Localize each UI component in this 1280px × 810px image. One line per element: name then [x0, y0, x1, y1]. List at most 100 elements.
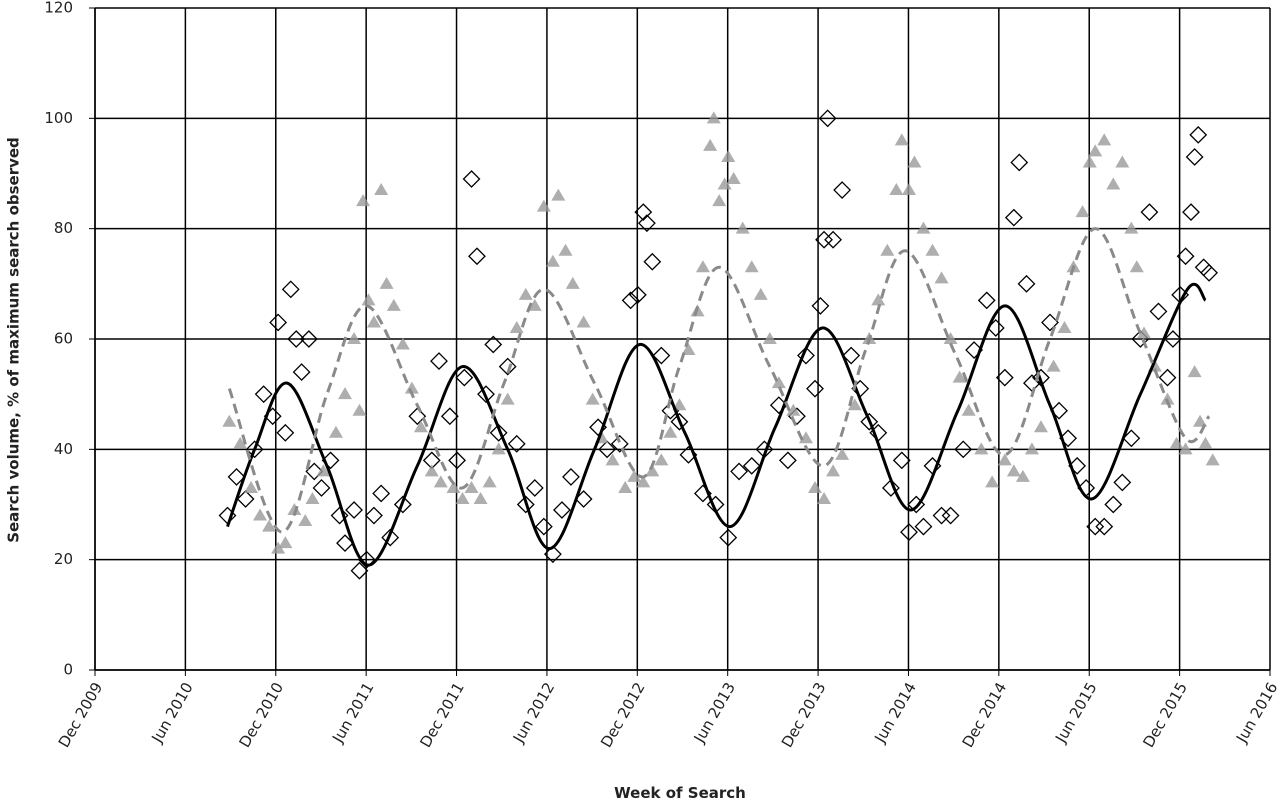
triangle-point [551, 188, 566, 201]
y-tick-label: 60 [54, 330, 73, 348]
diamond-point [357, 550, 376, 569]
diamond-point [462, 170, 481, 188]
diamond-point [1176, 247, 1195, 266]
diamond-point [276, 423, 295, 442]
diamond-point [914, 517, 933, 536]
diamond-point [719, 528, 738, 547]
triangle-point [433, 475, 448, 488]
triangle-point [347, 332, 362, 344]
diamond-point [1189, 125, 1208, 144]
triangle-point [645, 464, 660, 477]
triangle-point [1198, 436, 1213, 449]
diamond-point [1158, 368, 1177, 387]
triangle-point [943, 332, 958, 344]
triangle-point [565, 276, 580, 289]
diamond-point [824, 230, 842, 249]
diamond-point [498, 357, 517, 376]
diamond-point [236, 490, 255, 508]
triangle-point [1178, 442, 1193, 455]
triangle-point [413, 420, 428, 433]
triangle-point [771, 376, 786, 389]
diamond-point [507, 434, 526, 453]
diamond-point [1185, 148, 1204, 166]
triangle-point [817, 491, 832, 504]
diamond-point [365, 506, 383, 525]
diamond-point [468, 247, 486, 266]
triangle-point [925, 243, 940, 256]
diamond-point [1122, 429, 1141, 448]
triangle-point [703, 138, 718, 151]
diamond-point [730, 462, 748, 481]
diamond-point [634, 203, 653, 222]
triangle-point [1137, 326, 1152, 339]
triangle-point [1006, 464, 1021, 477]
diamond-point [860, 412, 879, 431]
triangle-point [1187, 365, 1202, 378]
triangle-point [1033, 420, 1048, 433]
diamond-point [1059, 429, 1078, 448]
diamond-point [797, 346, 815, 365]
triangle-point [222, 414, 237, 427]
diamond-point [562, 467, 580, 486]
y-tick-label: 120 [44, 0, 73, 17]
diamond-point [1104, 495, 1123, 514]
x-tick-label: Jun 2013 [690, 679, 739, 746]
triangle-point [1129, 260, 1144, 273]
triangle-point [712, 194, 727, 207]
diamond-point [628, 285, 647, 304]
diamond-point [381, 528, 400, 547]
diamond-point [281, 280, 300, 299]
triangle-point [808, 480, 823, 493]
triangle-point [366, 315, 381, 328]
diamond-point [287, 330, 306, 348]
diamond-point [525, 479, 544, 497]
diamond-point [321, 451, 340, 470]
triangle-point [379, 276, 394, 289]
diamond-point [1086, 517, 1105, 536]
triangle-point [328, 425, 343, 438]
triangle-point [316, 464, 331, 477]
triangle-point [786, 403, 801, 416]
diamond-point [440, 407, 459, 426]
triangle-point [636, 475, 651, 488]
diamond-point [1149, 302, 1168, 321]
fit-curve [227, 227, 1211, 534]
diamond-point [1164, 330, 1182, 348]
triangle-point [233, 436, 248, 449]
diamond-point [245, 440, 264, 459]
triangle-point [907, 155, 922, 168]
triangle-point [536, 199, 551, 212]
triangle-point [287, 503, 302, 516]
diamond-point [882, 479, 900, 497]
diamond-point [430, 352, 448, 370]
diamond-point [1194, 258, 1213, 277]
triangle-point [1124, 221, 1139, 234]
triangle-point [985, 475, 1000, 488]
diamond-point [254, 385, 273, 404]
triangle-point [446, 480, 461, 493]
x-tick-label: Dec 2009 [55, 679, 107, 750]
triangle-point [356, 194, 371, 207]
y-tick-label: 80 [54, 219, 73, 237]
diamond-point [954, 440, 973, 459]
diamond-point [516, 495, 535, 514]
triangle-point [721, 149, 736, 162]
triangle-point [663, 425, 678, 438]
triangle-point [509, 320, 524, 333]
diamond-point [408, 407, 427, 426]
diamond-point [484, 335, 503, 354]
diamond-point [489, 423, 508, 442]
diamond-point [637, 214, 656, 233]
x-tick-label: Jun 2015 [1051, 679, 1100, 746]
diamond-point [621, 291, 640, 310]
diamond-point [299, 330, 318, 348]
diamond-point [1004, 208, 1023, 227]
triangle-point [558, 243, 573, 256]
diamond-point [312, 479, 331, 497]
triangle-point [424, 464, 439, 477]
diamond-point [652, 346, 671, 365]
x-tick-label: Jun 2014 [871, 679, 920, 746]
diamond-point [1182, 203, 1200, 222]
triangle-point [271, 541, 286, 554]
